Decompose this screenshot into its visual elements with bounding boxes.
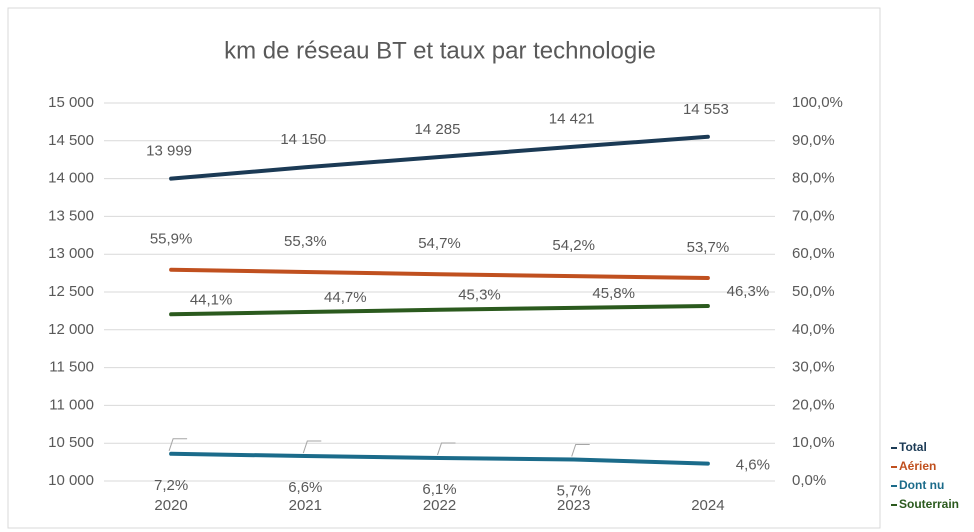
legend-label: Total xyxy=(899,440,927,454)
data-label: 14 421 xyxy=(549,111,595,128)
series-line xyxy=(169,134,710,181)
series-line xyxy=(169,267,710,281)
y-tick-label: 10 500 xyxy=(48,434,94,451)
data-label: 44,1% xyxy=(190,291,233,308)
data-label: 55,3% xyxy=(284,233,327,250)
label-leader xyxy=(437,442,456,456)
legend-label: Aérien xyxy=(899,459,936,473)
legend-label: Souterrain xyxy=(899,497,959,511)
data-label: 54,7% xyxy=(418,235,461,252)
x-tick-label: 2021 xyxy=(289,497,322,514)
y-tick-label: 15 000 xyxy=(48,94,94,111)
y2-tick-label: 60,0% xyxy=(792,245,835,262)
label-leader xyxy=(302,440,322,454)
data-label: 13 999 xyxy=(146,143,192,160)
data-label: 6,1% xyxy=(422,481,456,498)
label-leader xyxy=(571,443,590,457)
y2-tick-label: 10,0% xyxy=(792,434,835,451)
data-label: 14 285 xyxy=(415,121,461,138)
y2-tick-label: 100,0% xyxy=(792,94,843,111)
y2-tick-label: 20,0% xyxy=(792,396,835,413)
y2-tick-label: 0,0% xyxy=(792,472,826,489)
data-label: 46,3% xyxy=(727,283,770,300)
chart-frame xyxy=(7,7,881,529)
data-label: 5,7% xyxy=(557,482,591,499)
x-tick-label: 2022 xyxy=(423,497,456,514)
x-tick-label: 2020 xyxy=(154,497,187,514)
y-tick-label: 10 000 xyxy=(48,472,94,489)
data-label: 6,6% xyxy=(288,479,322,496)
y-tick-label: 11 500 xyxy=(49,359,94,376)
y-tick-label: 11 000 xyxy=(49,396,94,413)
y-tick-label: 13 000 xyxy=(48,245,94,262)
y-tick-label: 12 000 xyxy=(48,321,94,338)
y2-tick-label: 90,0% xyxy=(792,132,835,149)
y-tick-label: 14 500 xyxy=(48,132,94,149)
series-line xyxy=(169,451,710,466)
y2-tick-label: 80,0% xyxy=(792,170,835,187)
data-label: 14 553 xyxy=(683,101,729,118)
y-tick-label: 13 500 xyxy=(48,207,94,224)
data-label: 45,3% xyxy=(458,287,501,304)
x-tick-label: 2023 xyxy=(557,497,590,514)
label-leader xyxy=(168,438,188,451)
y-tick-label: 12 500 xyxy=(48,283,94,300)
data-label: 44,7% xyxy=(324,289,367,306)
series-line xyxy=(169,303,710,317)
x-tick-label: 2024 xyxy=(691,497,724,514)
y2-tick-label: 30,0% xyxy=(792,359,835,376)
y2-tick-label: 40,0% xyxy=(792,321,835,338)
y2-tick-label: 70,0% xyxy=(792,207,835,224)
data-label: 55,9% xyxy=(150,231,193,248)
data-label: 54,2% xyxy=(552,237,595,254)
data-label: 4,6% xyxy=(736,457,770,474)
data-label: 14 150 xyxy=(280,131,326,148)
legend-label: Dont nu xyxy=(899,478,944,492)
data-label: 45,8% xyxy=(592,285,635,302)
chart-title: km de réseau BT et taux par technologie xyxy=(224,37,656,64)
y2-tick-label: 50,0% xyxy=(792,283,835,300)
data-label: 7,2% xyxy=(154,477,188,494)
data-label: 53,7% xyxy=(687,239,730,256)
y-tick-label: 14 000 xyxy=(48,170,94,187)
